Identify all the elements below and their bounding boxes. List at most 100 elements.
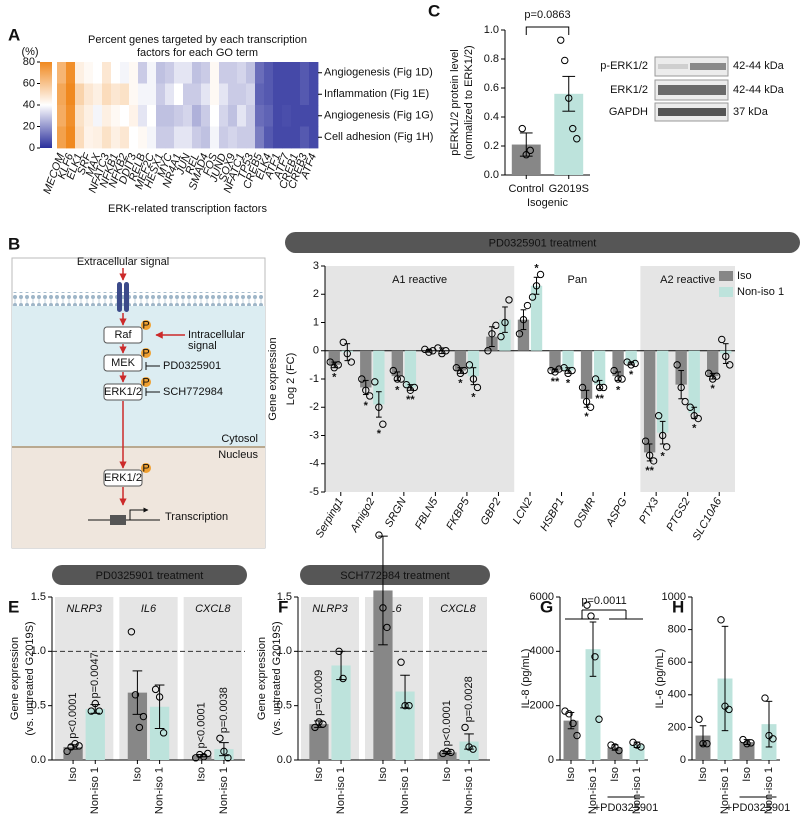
region-shade [640,266,735,492]
y-tick-label: 0.5 [31,700,46,712]
bar [360,350,372,388]
y-tick-label: 1.0 [277,645,292,657]
y-tick-label: 1000 [662,591,686,603]
heatmap-cell [201,62,211,84]
bar [675,350,687,385]
node-box [103,469,143,487]
panel-letter: C [428,1,440,20]
data-point [492,321,500,330]
blot-label: GAPDH [609,106,648,118]
colorbar-tick-label: 20 [23,120,35,132]
heatmap-cell [300,105,310,127]
y-axis-label: Gene expression [256,637,268,720]
heatmap-cell [255,126,265,149]
heatmap-cell [84,62,94,84]
phospho-icon [141,348,151,358]
bar [85,708,105,760]
x-tick-label: GBP2 [479,496,504,527]
heatmap-cell [300,62,310,84]
pathway-diagram: B Extracellular signal Raf P Intracellul… [8,234,266,549]
y-tick-label: 0.8 [484,53,499,65]
bar [607,747,623,760]
data-point [401,701,409,710]
significance: * [711,383,716,395]
x-axis-label: Isogenic [527,197,568,209]
data-point [75,742,83,750]
x-tick-label: FKBP5 [444,495,472,532]
bar [593,350,606,385]
data-point [405,701,413,710]
data-point [532,282,541,290]
colorbar-tick-label: 40 [23,99,35,111]
blot-band [658,64,688,69]
colorbar-tick-label: 80 [23,56,35,68]
heatmap-cell [138,83,148,106]
data-point [379,420,387,428]
data-point [127,628,136,636]
data-point [568,366,576,375]
heatmap-cell [291,126,301,149]
data-point [461,723,469,732]
region-label: Pan [568,274,588,286]
heatmap-cell [111,62,121,84]
bar [612,350,624,377]
data-point [375,403,383,411]
y-tick-label: -1 [309,373,319,385]
p-value: p=0.0009 [313,670,325,716]
bar [585,649,601,760]
bracket [525,26,570,35]
phospho-icon [141,463,151,473]
heatmap-cell [93,126,103,149]
y-tick-label: 1.0 [484,24,499,36]
data-point [673,361,681,369]
data-point [681,397,689,406]
data-point [397,658,405,666]
phospho-label: P [142,462,149,474]
inhibitor-label: PD0325901 [163,360,221,372]
heatmap-cell [75,83,85,106]
x-tick-label: Non-iso 1 [463,767,475,814]
significance: * [584,411,589,423]
y-tick-label: 400 [668,689,686,701]
x-tick-label: G2019S [549,183,589,195]
heatmap-cell [282,83,292,106]
heatmap-cell [129,105,139,127]
x-tick-label: Non-iso 1 [763,767,775,814]
region-shade [325,266,515,492]
data-point [677,383,685,392]
membrane [12,292,265,306]
data-point [583,601,591,609]
group-label: NLRP3 [312,603,348,615]
data-point [311,723,319,732]
phospho-label: P [142,347,149,359]
bar [373,350,385,405]
y-tick-label: 600 [668,656,686,668]
y-tick-label: -5 [309,486,319,498]
x-tick-label: PTX3 [637,495,662,526]
bar [127,692,148,760]
node-label: ERK1/2 [104,472,142,484]
blot-label: p-ERK1/2 [600,60,648,72]
heatmap-cell [273,83,283,106]
data-point [339,674,347,683]
colorbar-label: (%) [21,46,38,58]
heatmap-cell [237,105,247,127]
data-point [686,403,694,411]
panel-letter: A [8,25,20,44]
heatmap-cell [201,105,211,127]
x-tick-label: SLC10A6 [690,495,724,543]
heatmap-cell [273,126,283,149]
y-tick-label: 0.5 [277,700,292,712]
heatmap-cell [192,126,202,149]
p-value: p<0.0001 [196,702,208,748]
x-tick-label: Non-iso 1 [335,767,347,814]
data-point [705,369,713,378]
heatmap-cell [156,83,166,106]
node-label: Raf [114,329,132,341]
heatmap-cell [102,105,112,127]
bar [499,319,511,351]
row-label: Angiogenesis (Fig 1D) [324,67,433,79]
x-axis-label: ERK-related transcription factors [108,203,267,215]
heatmap-cell [255,105,265,127]
x-tick-label: Iso [441,767,453,782]
